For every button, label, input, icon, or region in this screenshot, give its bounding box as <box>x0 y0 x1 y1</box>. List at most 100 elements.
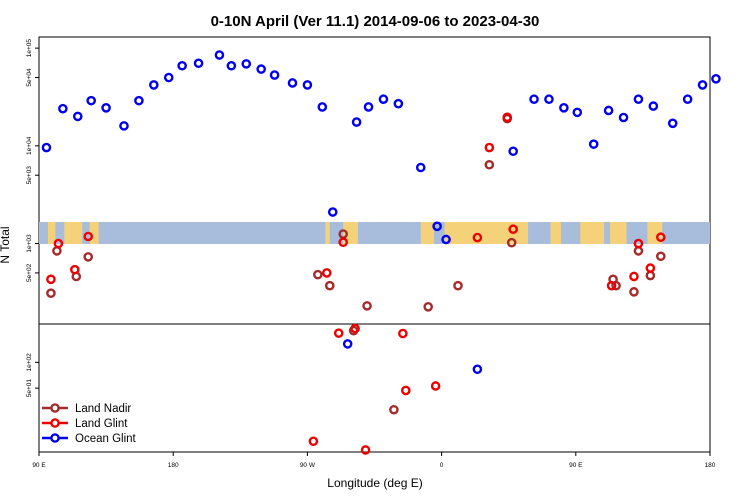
land-glint-point <box>83 231 94 242</box>
legend-label: Land Glint <box>75 418 128 430</box>
land-nadir-point <box>83 252 94 262</box>
ocean-glint-point <box>415 162 426 173</box>
land-glint-point <box>338 237 348 248</box>
land-glint-point <box>472 232 483 243</box>
legend-label: Ocean Glint <box>75 433 137 445</box>
y-tick-label: 5e+03 <box>26 166 33 185</box>
ocean-glint-point <box>393 98 404 109</box>
land-segment <box>64 222 83 244</box>
x-tick-label: 180 <box>705 462 716 469</box>
land-nadir-point <box>506 237 517 248</box>
ocean-glint-point <box>287 78 298 88</box>
ocean-glint-point <box>572 107 583 118</box>
ocean-glint-point <box>472 364 483 375</box>
land-glint-point <box>430 381 441 391</box>
land-glint-point <box>655 232 666 243</box>
land-segment <box>444 222 529 244</box>
ocean-glint-point <box>559 103 569 113</box>
x-axis: 90 E 180 90 W 0 90 E 180 <box>32 452 716 469</box>
chart-title: 0-10N April (Ver 11.1) 2014-09-06 to 202… <box>211 13 540 30</box>
land-nadir-point <box>423 301 433 312</box>
ocean-glint-point <box>302 80 313 90</box>
y-axis-label: N Total <box>0 226 12 263</box>
land-glint-point <box>633 238 644 249</box>
y-tick-label: 1e+04 <box>26 136 33 155</box>
ocean-glint-point <box>241 59 252 69</box>
ocean-glint-point <box>134 95 144 106</box>
ocean-glint-point <box>544 94 554 105</box>
ocean-glint-point <box>363 102 374 112</box>
land-segment <box>89 222 99 244</box>
land-nadir-point <box>645 270 656 281</box>
y-axis: 1e+05 5e+04 1e+04 5e+03 1e+03 5e+02 1e+02 5e+01 <box>26 39 39 397</box>
ocean-glint-point <box>269 70 280 80</box>
ocean-glint-point <box>603 105 614 116</box>
y-tick-label: 1e+02 <box>26 353 33 372</box>
ocean-glint-point <box>149 80 159 90</box>
land-glint-point <box>508 224 518 235</box>
ocean-glint-point <box>618 112 629 123</box>
ocean-glint-point <box>327 207 338 217</box>
land-segment <box>580 222 605 244</box>
ocean-glint-point <box>588 139 599 149</box>
x-tick-label: 90 E <box>569 462 583 469</box>
land-glint-point <box>484 142 495 153</box>
x-tick-label: 180 <box>168 462 179 469</box>
ocean-glint-point <box>351 117 362 127</box>
land-nadir-point <box>633 246 644 256</box>
ocean-glint-point <box>648 101 659 111</box>
ocean-glint-point <box>177 60 187 71</box>
land-glint-point <box>53 238 64 249</box>
land-glint-point <box>321 268 332 278</box>
land-nadir-point <box>313 269 323 280</box>
ocean-glint-point <box>342 339 353 349</box>
ocean-glint-point <box>58 103 68 114</box>
ocean-glint-point <box>317 102 328 112</box>
land-segment <box>47 222 56 244</box>
land-glint-point <box>46 274 56 285</box>
x-axis-label: Longitude (deg E) <box>327 476 422 490</box>
land-glint-point <box>360 445 371 455</box>
x-tick-label: 90 E <box>32 462 46 469</box>
ocean-glint-point <box>214 50 225 60</box>
ocean-glint-point <box>667 118 678 129</box>
land-nadir-point <box>324 280 335 291</box>
legend: Land Nadir Land Glint Ocean Glint <box>42 403 137 445</box>
legend-swatch-marker <box>50 403 60 413</box>
ocean-glint-point <box>119 121 129 131</box>
ocean-glint-point <box>529 94 539 105</box>
plot-frame <box>38 36 711 453</box>
ocean-glint-point <box>711 74 721 84</box>
legend-label: Land Nadir <box>75 403 131 415</box>
ocean-glint-point <box>72 111 83 122</box>
ocean-glint-point <box>226 60 237 71</box>
land-nadir-point <box>655 251 666 262</box>
y-tick-label: 5e+04 <box>26 68 33 87</box>
land-glint-point <box>606 280 617 291</box>
land-glint-point <box>401 385 411 396</box>
land-nadir-point <box>484 159 495 170</box>
ocean-glint-point <box>256 64 266 74</box>
ocean-glint-point <box>193 58 204 69</box>
map-band <box>39 222 710 244</box>
y-tick-label: 5e+02 <box>26 263 33 282</box>
land-glint-point <box>645 263 656 273</box>
ocean-glint-point <box>378 94 389 105</box>
x-tick-label: 90 W <box>300 462 316 469</box>
x-tick-label: 0 <box>440 462 444 469</box>
ocean-glint-point <box>432 221 442 232</box>
land-glint-point <box>308 436 319 447</box>
land-segment <box>550 222 561 244</box>
ocean-glint-point <box>163 72 174 83</box>
plot-border <box>38 36 711 453</box>
ocean-glint-point <box>508 146 518 157</box>
land-nadir-point <box>362 301 372 311</box>
land-segment <box>420 222 435 244</box>
ocean-glint-point <box>101 103 111 113</box>
ocean-band <box>39 222 710 244</box>
ocean-glint-point <box>633 94 644 105</box>
land-nadir-point <box>389 404 399 415</box>
land-nadir-point <box>611 280 621 291</box>
legend-swatch-marker <box>50 418 60 428</box>
